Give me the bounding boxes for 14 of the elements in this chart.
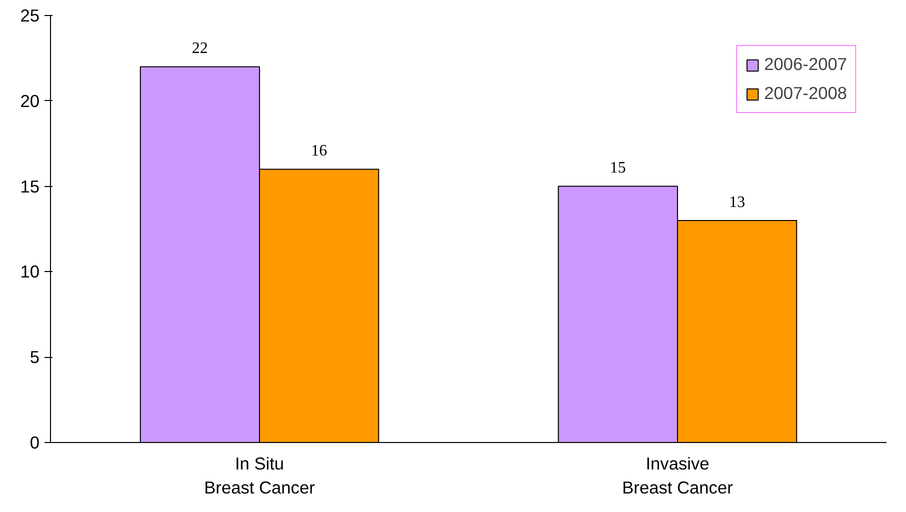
y-tick-label: 5 — [30, 347, 40, 368]
y-tick-label: 10 — [20, 262, 40, 282]
y-tick-label: 0 — [30, 432, 40, 452]
data-label: 15 — [610, 160, 626, 177]
x-tick-label: Invasive Breast Cancer — [622, 454, 734, 498]
y-tick-label: 20 — [20, 90, 40, 111]
data-label: 16 — [311, 142, 328, 160]
legend-label: 2006-2007 — [764, 54, 847, 75]
data-label: 13 — [729, 194, 746, 211]
y-tick-label: 25 — [20, 6, 40, 26]
data-label: 22 — [192, 40, 208, 58]
legend-label: 2007-2008 — [764, 83, 847, 104]
y-tick-label: 15 — [20, 176, 40, 196]
x-tick-label: In Situ Breast Cancer — [204, 454, 316, 498]
